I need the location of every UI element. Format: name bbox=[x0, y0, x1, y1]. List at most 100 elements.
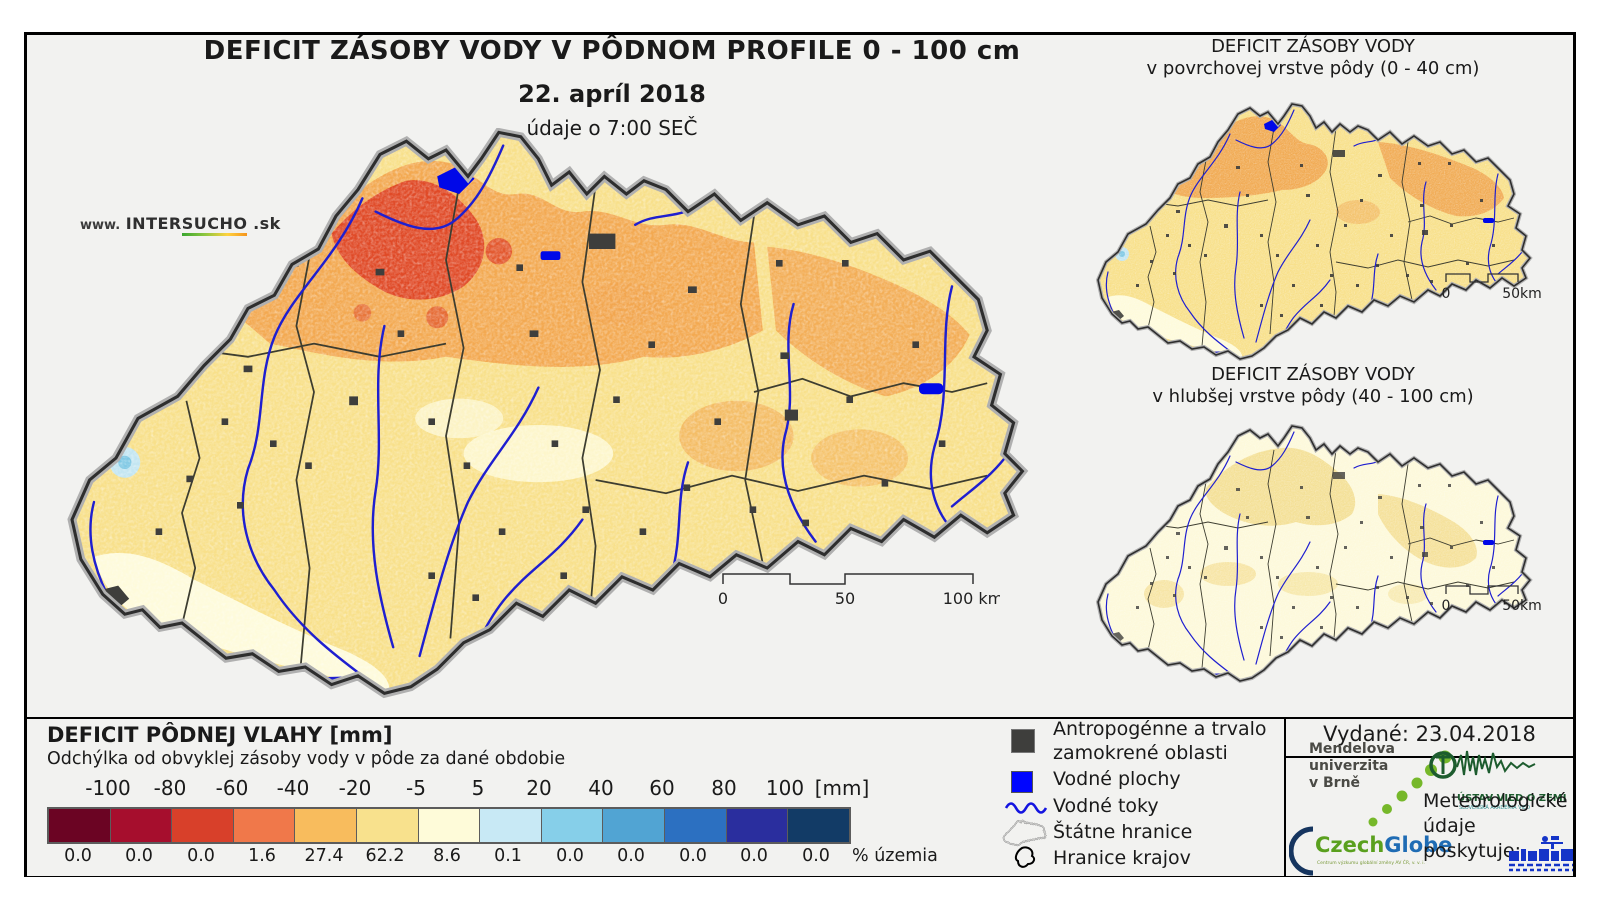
colorbar-cell bbox=[788, 809, 849, 842]
anthropogenic-label-line2: zamokrené oblasti bbox=[1053, 742, 1228, 764]
legend-tick: -5 bbox=[406, 776, 426, 800]
colorbar-cell bbox=[233, 809, 296, 842]
watermark-www: www. bbox=[80, 218, 121, 233]
colorbar-cell bbox=[726, 809, 789, 842]
legend-percentage: 0.0 bbox=[125, 846, 153, 866]
legend-percentage: 27.4 bbox=[304, 846, 344, 866]
colorbar-cell bbox=[480, 809, 542, 842]
shmu-logo-icon bbox=[1509, 836, 1573, 872]
legend-subtitle: Odchýlka od obvyklej zásoby vody v pôde … bbox=[47, 749, 566, 769]
scalebar-end: 100 km bbox=[943, 589, 1000, 608]
legend-percentage: 62.2 bbox=[365, 846, 405, 866]
czechglobe-globe: Globe bbox=[1384, 833, 1453, 857]
anthropogenic-area-swatch bbox=[1011, 729, 1035, 753]
page-title: DEFICIT ZÁSOBY VODY V PÔDNOM PROFILE 0 -… bbox=[203, 36, 1021, 66]
meteo-credit-label: Meteorologické údaje poskytuje: bbox=[1423, 789, 1568, 864]
czechglobe-arc-icon bbox=[1288, 826, 1314, 876]
surface-map-scalebar: 0 50km bbox=[1442, 273, 1542, 302]
state-border-label: Štátne hranice bbox=[1053, 821, 1193, 843]
page-time-note: údaje o 7:00 SEČ bbox=[526, 116, 698, 140]
watermark-sucho: SUCHO bbox=[181, 214, 248, 236]
legend-tick: -100 bbox=[85, 776, 131, 800]
earth-science-institute-subname: SLOVENSKÁ AKADÉMIA VIED bbox=[1459, 805, 1531, 811]
meteo-line2: údaje bbox=[1423, 815, 1476, 837]
legend-tick: 60 bbox=[649, 776, 675, 800]
colorbar-cell bbox=[49, 809, 111, 842]
surface-map-title: DEFICIT ZÁSOBY VODY v povrchovej vrstve … bbox=[1080, 36, 1546, 80]
legend-percentage: 0.0 bbox=[679, 846, 707, 866]
colorbar-cell bbox=[665, 809, 727, 842]
legend-percentage: 0.0 bbox=[802, 846, 830, 866]
meteo-line1: Meteorologické bbox=[1423, 790, 1568, 812]
colorbar-cell bbox=[418, 809, 481, 842]
czechglobe-logo: CzechGlobe Centrum výzkumu globální změn… bbox=[1288, 825, 1452, 881]
colorbar-cell bbox=[110, 809, 173, 842]
legend-panel: DEFICIT PÔDNEJ VLAHY [mm] Odchýlka od ob… bbox=[27, 717, 1573, 876]
earth-science-institute-icon bbox=[1429, 750, 1536, 779]
legend-tick: 80 bbox=[711, 776, 737, 800]
deep-map-scalebar: 0 50km bbox=[1442, 585, 1542, 614]
legend-percentage: 8.6 bbox=[433, 846, 461, 866]
legend-colorbar bbox=[47, 807, 851, 844]
legend-title: DEFICIT PÔDNEJ VLAHY [mm] bbox=[47, 723, 393, 747]
watermark-sk: .sk bbox=[253, 214, 281, 233]
colorbar-cell bbox=[172, 809, 234, 842]
legend-percentage: 0.0 bbox=[64, 846, 92, 866]
scalebar-mid: 50 bbox=[835, 589, 855, 608]
legend-percentage: 0.0 bbox=[740, 846, 768, 866]
region-borders-label: Hranice krajov bbox=[1053, 847, 1191, 869]
legend-percentage: 1.6 bbox=[248, 846, 276, 866]
page-date: 22. apríl 2018 bbox=[518, 80, 706, 108]
colorbar-cell bbox=[357, 809, 419, 842]
legend-tick: 20 bbox=[526, 776, 552, 800]
deep-map-title: DEFICIT ZÁSOBY VODY v hlubšej vrstve pôd… bbox=[1080, 364, 1546, 408]
czechglobe-wordmark: CzechGlobe bbox=[1315, 833, 1452, 857]
legend-percentage: 0.0 bbox=[617, 846, 645, 866]
surface-map bbox=[1096, 102, 1532, 361]
legend-tick: 5 bbox=[471, 776, 485, 800]
issued-date: Vydané: 23.04.2018 bbox=[1286, 719, 1573, 758]
legend-percentage: 0.1 bbox=[494, 846, 522, 866]
earth-science-institute-logo: ÚSTAV VIED O ZEMI SLOVENSKÁ AKADÉMIA VIE… bbox=[1429, 741, 1579, 811]
region-border-icon bbox=[1014, 846, 1036, 868]
colorbar-cell bbox=[541, 809, 604, 842]
legend-tick: 40 bbox=[588, 776, 614, 800]
earth-science-institute-name: ÚSTAV VIED O ZEMI bbox=[1457, 793, 1567, 804]
legend-tick: -20 bbox=[338, 776, 372, 800]
scalebar-zero: 0 bbox=[718, 589, 728, 608]
scalebar-zero: 0 bbox=[1442, 598, 1451, 614]
legend-percentage: 0.0 bbox=[187, 846, 215, 866]
legend-tick: 100 bbox=[765, 776, 805, 800]
water-area-swatch bbox=[1011, 771, 1033, 793]
mendel-university-label: Mendelova univerzita v Brně bbox=[1309, 741, 1395, 792]
colorbar-cell bbox=[295, 809, 358, 842]
meteo-line3: poskytuje: bbox=[1423, 840, 1522, 862]
main-map-scalebar: 0 50 100 km bbox=[718, 573, 1000, 608]
legend-tick: -60 bbox=[215, 776, 249, 800]
water-course-icon bbox=[1004, 802, 1048, 814]
czechglobe-subtext: Centrum výzkumu globální změny AV ČR, v.… bbox=[1317, 861, 1425, 866]
legend-unit-area: % územia bbox=[852, 846, 938, 866]
surface-map-title-line2: v povrchovej vrstve pôdy (0 - 40 cm) bbox=[1146, 58, 1480, 79]
scalebar-end: 50km bbox=[1502, 286, 1542, 302]
state-border-icon bbox=[1002, 819, 1047, 847]
deep-map-title-line1: DEFICIT ZÁSOBY VODY bbox=[1211, 364, 1415, 385]
legend-percentage: 0.0 bbox=[556, 846, 584, 866]
watermark-inter: INTER bbox=[125, 214, 182, 233]
water-areas-label: Vodné plochy bbox=[1053, 768, 1181, 790]
intersucho-watermark: www. INTERSUCHO .sk bbox=[80, 214, 281, 236]
anthropogenic-label-line1: Antropogénne a trvalo bbox=[1053, 718, 1267, 740]
mendel-line1: Mendelova bbox=[1309, 741, 1395, 757]
czechglobe-czech: Czech bbox=[1315, 833, 1385, 857]
mendel-line2: univerzita bbox=[1309, 758, 1389, 774]
surface-map-title-line1: DEFICIT ZÁSOBY VODY bbox=[1211, 36, 1415, 57]
legend-unit-mm: [mm] bbox=[814, 776, 870, 800]
scalebar-zero: 0 bbox=[1442, 286, 1451, 302]
main-map bbox=[28, 128, 1040, 700]
scalebar-end: 50km bbox=[1502, 598, 1542, 614]
mendel-line3: v Brně bbox=[1309, 775, 1361, 791]
legend-tick: -40 bbox=[276, 776, 310, 800]
deep-map-title-line2: v hlubšej vrstve pôdy (40 - 100 cm) bbox=[1152, 386, 1474, 407]
deep-map bbox=[1096, 424, 1532, 683]
